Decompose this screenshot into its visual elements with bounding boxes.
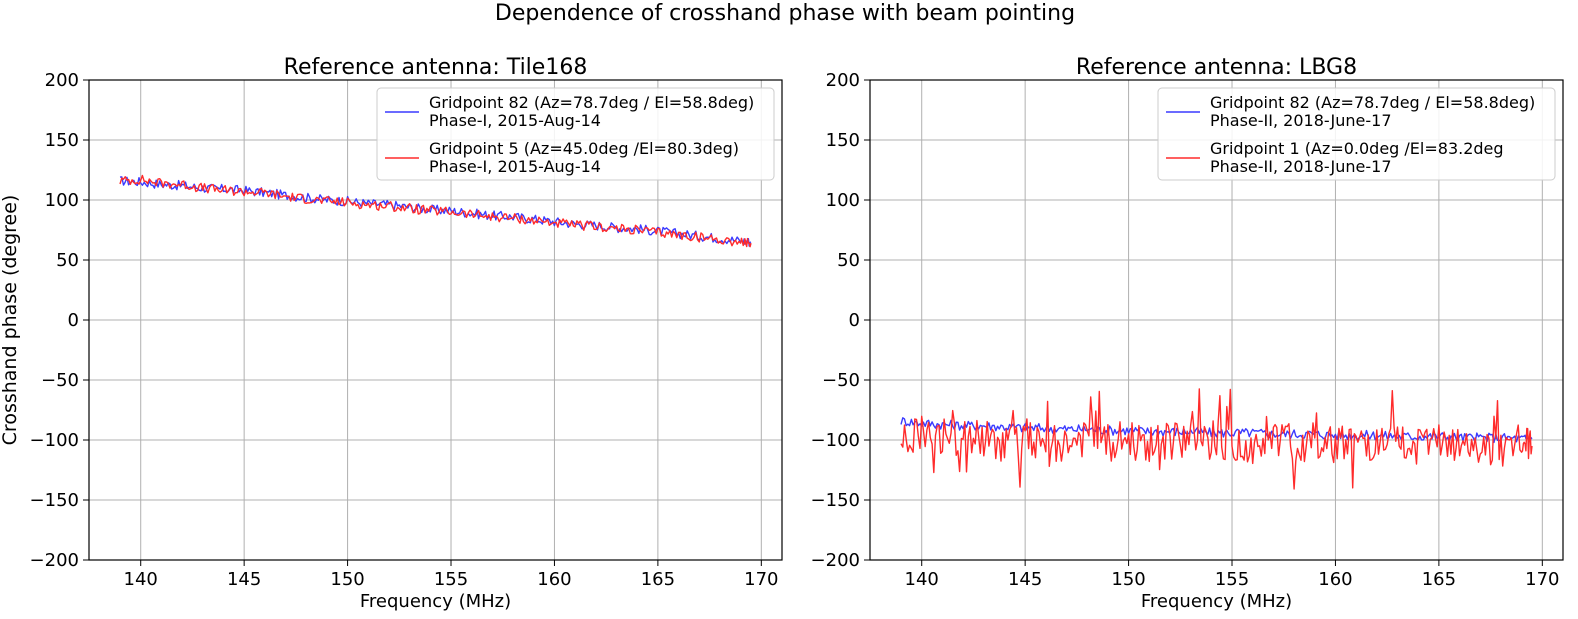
y-tick-label: 0 (849, 310, 860, 331)
x-tick-label: 140 (905, 569, 939, 590)
x-tick-label: 140 (124, 569, 158, 590)
x-tick-label: 155 (1215, 569, 1249, 590)
x-tick-label: 170 (1525, 569, 1559, 590)
x-tick-label: 160 (1318, 569, 1352, 590)
panel-title: Reference antenna: Tile168 (284, 55, 588, 80)
legend-sublabel: Phase-I, 2015-Aug-14 (429, 111, 601, 130)
y-tick-label: 200 (45, 70, 79, 91)
series-line-2 (119, 174, 752, 248)
x-tick-label: 160 (537, 569, 571, 590)
y-tick-label: 50 (837, 250, 860, 271)
legend-label: Gridpoint 1 (Az=0.0deg /El=83.2deg (1210, 139, 1504, 158)
legend-box (376, 87, 775, 181)
y-tick-label: 50 (56, 250, 79, 271)
figure-title: Dependence of crosshand phase with beam … (495, 1, 1075, 26)
panel-title: Reference antenna: LBG8 (1076, 55, 1357, 80)
y-tick-label: −100 (30, 430, 79, 451)
x-tick-label: 165 (641, 569, 675, 590)
legend-label: Gridpoint 82 (Az=78.7deg / El=58.8deg) (1210, 93, 1535, 112)
legend-sublabel: Phase-I, 2015-Aug-14 (429, 157, 601, 176)
chart-panel-1: 140 145 150 155 160 165 170 200 150 100 50 0 −50 −100… (30, 55, 783, 612)
panels: 140 145 150 155 160 165 170 200 150 100 50 0 −50 −100… (30, 55, 1564, 612)
legend-label: Gridpoint 82 (Az=78.7deg / El=58.8deg) (429, 93, 754, 112)
y-tick-label: −150 (30, 490, 79, 511)
y-tick-label: 100 (45, 190, 79, 211)
series-line-2 (900, 388, 1533, 490)
y-tick-label: −50 (822, 370, 860, 391)
y-tick-label: −100 (811, 430, 860, 451)
x-axis-label: Frequency (MHz) (1141, 591, 1292, 612)
y-axis-label: Crosshand phase (degree) (0, 195, 21, 446)
x-tick-label: 150 (1111, 569, 1145, 590)
y-tick-label: 0 (68, 310, 79, 331)
x-tick-label: 145 (227, 569, 261, 590)
x-tick-label: 145 (1008, 569, 1042, 590)
x-tick-label: 155 (434, 569, 468, 590)
legend-box (1157, 87, 1556, 181)
legend-sublabel: Phase-II, 2018-June-17 (1210, 111, 1392, 130)
y-tick-label: 150 (45, 130, 79, 151)
y-tick-label: −50 (41, 370, 79, 391)
x-tick-label: 165 (1422, 569, 1456, 590)
x-axis-label: Frequency (MHz) (360, 591, 511, 612)
x-tick-label: 170 (744, 569, 778, 590)
y-tick-label: −200 (30, 550, 79, 571)
y-tick-label: −200 (811, 550, 860, 571)
chart-panel-2: 140 145 150 155 160 165 170 200 150 100 50 0 −50 −100… (811, 55, 1564, 612)
legend: Gridpoint 82 (Az=78.7deg / El=58.8deg) P… (1157, 87, 1556, 181)
legend-label: Gridpoint 5 (Az=45.0deg /El=80.3deg) (429, 139, 739, 158)
y-tick-label: −150 (811, 490, 860, 511)
legend: Gridpoint 82 (Az=78.7deg / El=58.8deg) P… (376, 87, 775, 181)
legend-sublabel: Phase-II, 2018-June-17 (1210, 157, 1392, 176)
y-tick-label: 100 (826, 190, 860, 211)
y-tick-label: 150 (826, 130, 860, 151)
y-tick-label: 200 (826, 70, 860, 91)
x-tick-label: 150 (330, 569, 364, 590)
